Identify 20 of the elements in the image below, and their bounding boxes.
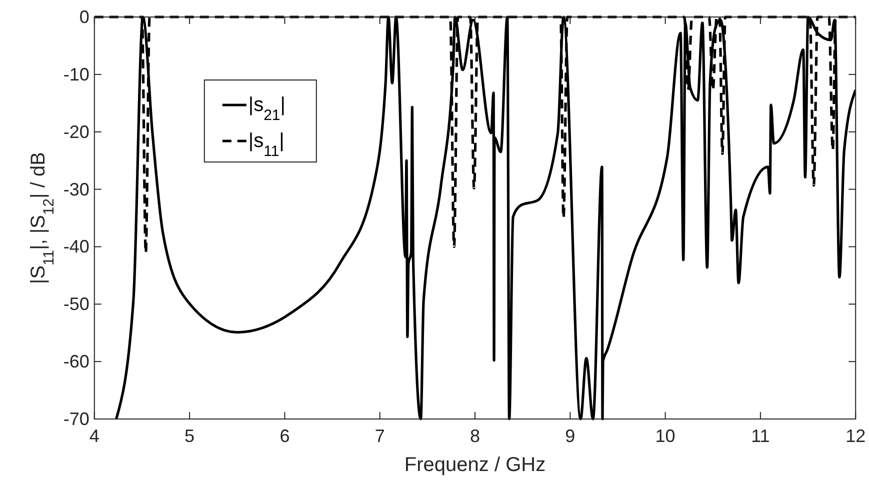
y-tick-label: -60 [63, 352, 90, 372]
y-tick-label: -10 [63, 64, 90, 84]
x-tick-label: 11 [751, 426, 770, 446]
y-tick-label: -50 [63, 294, 90, 314]
x-tick-label: 6 [280, 426, 290, 446]
y-tick-label: -70 [63, 409, 90, 429]
x-tick-label: 9 [565, 426, 576, 446]
x-tick-label: 5 [184, 426, 195, 446]
y-tick-label: 0 [79, 7, 90, 27]
x-tick-label: 10 [655, 426, 676, 446]
x-tick-label: 4 [89, 426, 100, 446]
y-tick-label: -40 [63, 236, 90, 257]
x-tick-label: 8 [470, 426, 480, 446]
y-tick-label: -20 [63, 122, 90, 142]
x-tick-label: 7 [374, 426, 385, 446]
legend-label: |s$_{21}$| [248, 94, 286, 124]
legend-label: |s$_{11}$| [248, 130, 284, 160]
x-axis-title: Frequenz / GHz [404, 454, 546, 476]
y-tick-label: -30 [63, 179, 90, 200]
x-tick-label: 12 [846, 426, 866, 446]
